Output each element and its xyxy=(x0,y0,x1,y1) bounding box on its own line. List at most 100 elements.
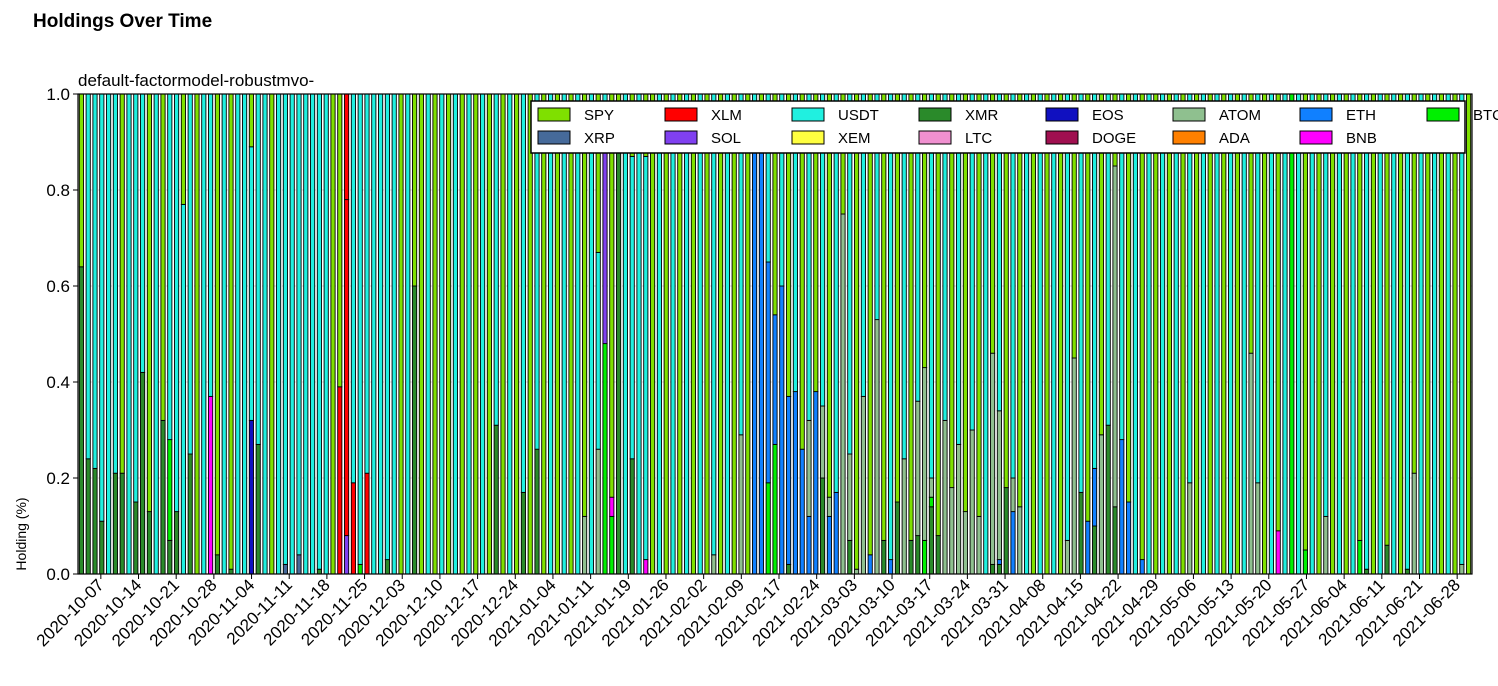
bar-segment xyxy=(595,251,601,450)
bar-segment xyxy=(554,93,560,575)
bar-stack xyxy=(514,93,520,575)
bar-segment xyxy=(656,93,662,575)
bar-segment xyxy=(1432,93,1438,575)
bar-stack xyxy=(568,93,574,575)
bar-segment xyxy=(772,443,778,575)
bar-segment xyxy=(350,93,356,484)
bar-segment xyxy=(595,448,601,575)
bar-segment xyxy=(344,93,350,201)
bar-segment xyxy=(364,472,370,575)
bar-segment xyxy=(568,93,574,575)
bar-segment xyxy=(956,443,962,575)
bar-segment xyxy=(1370,93,1376,575)
bar-stack xyxy=(323,93,329,575)
legend-swatch xyxy=(1045,130,1079,145)
bar-segment xyxy=(160,93,166,421)
bar-stack xyxy=(867,93,873,575)
bar-segment xyxy=(928,506,934,575)
bar-segment xyxy=(1030,93,1036,575)
bar-segment xyxy=(894,501,900,575)
bar-segment xyxy=(248,93,254,148)
bar-segment xyxy=(1119,439,1125,575)
bar-segment xyxy=(180,203,186,575)
bar-stack xyxy=(731,93,737,575)
bar-segment xyxy=(745,93,751,575)
bar-segment xyxy=(935,93,941,537)
bar-stack xyxy=(976,93,982,575)
y-axis: 0.0 0.2 0.4 0.6 0.8 1.0 xyxy=(46,85,78,584)
bar-stack xyxy=(303,93,309,575)
bar-segment xyxy=(1010,477,1016,513)
bar-stack xyxy=(140,93,146,575)
bar-segment xyxy=(187,93,193,455)
bar-stack xyxy=(1296,93,1302,575)
bar-segment xyxy=(119,472,125,575)
bar-stack xyxy=(133,93,139,575)
legend-swatch xyxy=(1299,130,1333,145)
bar-segment xyxy=(1336,93,1342,575)
bar-segment xyxy=(344,535,350,575)
bar-stack xyxy=(854,93,860,575)
bar-stack xyxy=(684,93,690,575)
bar-segment xyxy=(928,496,934,508)
bar-stack xyxy=(1105,93,1111,575)
bar-stack xyxy=(507,93,513,575)
bar-segment xyxy=(1092,525,1098,575)
bar-segment xyxy=(582,515,588,575)
bar-stack xyxy=(486,93,492,575)
bar-segment xyxy=(350,482,356,575)
bar-segment xyxy=(1364,568,1370,575)
bar-segment xyxy=(269,93,275,575)
bar-stack xyxy=(248,93,254,575)
bar-stack xyxy=(1411,93,1417,575)
bar-segment xyxy=(99,520,105,575)
bar-segment xyxy=(854,568,860,575)
bar-stack xyxy=(840,93,846,575)
bar-segment xyxy=(1466,93,1472,575)
legend-swatch xyxy=(1426,107,1460,122)
bar-stack xyxy=(1330,93,1336,575)
bar-stack xyxy=(847,93,853,575)
bar-segment xyxy=(1275,93,1281,532)
figure-title: Holdings Over Time xyxy=(33,11,213,32)
bar-segment xyxy=(1221,93,1227,575)
bar-segment xyxy=(1418,93,1424,575)
bar-segment xyxy=(813,391,819,575)
bar-stack xyxy=(881,93,887,575)
bar-segment xyxy=(221,93,227,575)
bar-stack xyxy=(384,93,390,575)
bar-segment xyxy=(527,93,533,575)
y-tick-label: 1.0 xyxy=(46,85,70,104)
bar-segment xyxy=(1384,544,1390,575)
bar-segment xyxy=(1126,501,1132,575)
bar-stack xyxy=(228,93,234,575)
bar-segment xyxy=(609,515,615,575)
bar-segment xyxy=(520,93,526,493)
bar-segment xyxy=(684,93,690,575)
bar-stack xyxy=(1445,93,1451,575)
bar-stack xyxy=(758,93,764,575)
bar-stack xyxy=(663,93,669,575)
bar-segment xyxy=(711,554,717,575)
bar-stack xyxy=(1377,93,1383,575)
bar-segment xyxy=(1255,482,1261,575)
bar-stack xyxy=(697,93,703,575)
plot-frame xyxy=(77,93,1473,575)
bar-segment xyxy=(772,314,778,445)
bar-stack xyxy=(670,93,676,575)
bar-stack xyxy=(1112,93,1118,575)
bar-segment xyxy=(1438,93,1444,575)
bar-segment xyxy=(473,93,479,575)
bar-stack xyxy=(99,93,105,575)
bar-segment xyxy=(806,515,812,575)
bar-stack xyxy=(609,93,615,575)
legend-label: SOL xyxy=(711,130,741,147)
bar-stack xyxy=(201,93,207,575)
bar-segment xyxy=(391,93,397,575)
bar-segment xyxy=(1316,93,1322,575)
bar-segment xyxy=(112,472,118,575)
legend-label: ATOM xyxy=(1219,107,1261,124)
bar-segment xyxy=(248,419,254,575)
bar-segment xyxy=(357,563,363,575)
bar-stack xyxy=(1139,93,1145,575)
